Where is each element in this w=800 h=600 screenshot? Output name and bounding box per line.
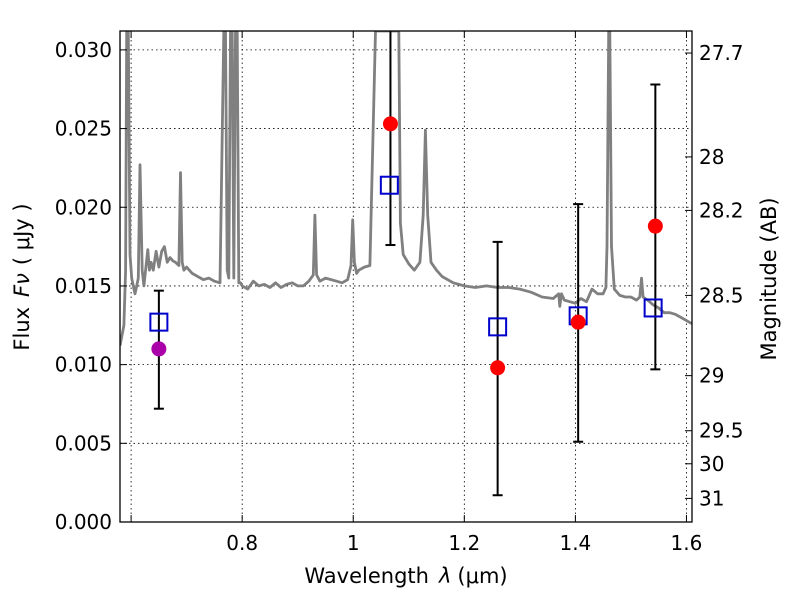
square-marker [379, 175, 399, 195]
x-tick-label: 1.6 [671, 531, 703, 555]
y-tick-label: 0.025 [55, 117, 112, 141]
circle-marker [382, 116, 398, 132]
y-tick-label: 0.030 [55, 38, 112, 62]
square-marker [488, 317, 508, 337]
y-tick-label: 0.005 [55, 431, 112, 455]
y-axis-title: FluxFν( μJy ) [10, 203, 34, 350]
circle-marker [151, 341, 167, 357]
x-tick-label: 1 [347, 531, 360, 555]
y2-tick-label: 27.7 [699, 41, 744, 65]
spectrum-line [120, 31, 692, 346]
x-tick-label: 1.4 [559, 531, 591, 555]
x-tick-label: 0.8 [226, 531, 258, 555]
square-marker [149, 312, 169, 332]
y2-tick-label: 28.2 [699, 198, 744, 222]
y2-tick-label: 28.5 [699, 283, 744, 307]
y-tick-label: 0.015 [55, 274, 112, 298]
y-tick-labels: 0.000 0.005 0.010 0.015 0.020 0.025 0.030 [55, 38, 112, 534]
y2-tick-label: 29.5 [699, 419, 744, 443]
circle-marker [490, 360, 506, 376]
tick-layer [120, 31, 692, 523]
x-tick-label: 1.2 [448, 531, 480, 555]
y-tick-label: 0.020 [55, 195, 112, 219]
y2-tick-label: 30 [699, 452, 724, 476]
y2-axis-title: Magnitude (AB) [757, 197, 781, 360]
spectrum-layer [120, 31, 692, 346]
y2-tick-label: 28 [699, 145, 724, 169]
circle-marker [570, 314, 586, 330]
y-tick-label: 0.010 [55, 353, 112, 377]
circle-marker [647, 218, 663, 234]
marker-layer [149, 116, 663, 376]
x-axis-title: Wavelength λ (μm) [304, 564, 507, 588]
plot-frame [119, 30, 693, 523]
y-tick-label: 0.000 [55, 510, 112, 534]
x-tick-labels: 0.8 1 1.2 1.4 1.6 [226, 531, 702, 555]
y2-tick-label: 31 [699, 486, 724, 510]
y2-tick-labels: 27.7 28 28.2 28.5 29 29.5 30 31 [699, 41, 744, 510]
y2-tick-label: 29 [699, 364, 724, 388]
square-marker [643, 298, 663, 318]
